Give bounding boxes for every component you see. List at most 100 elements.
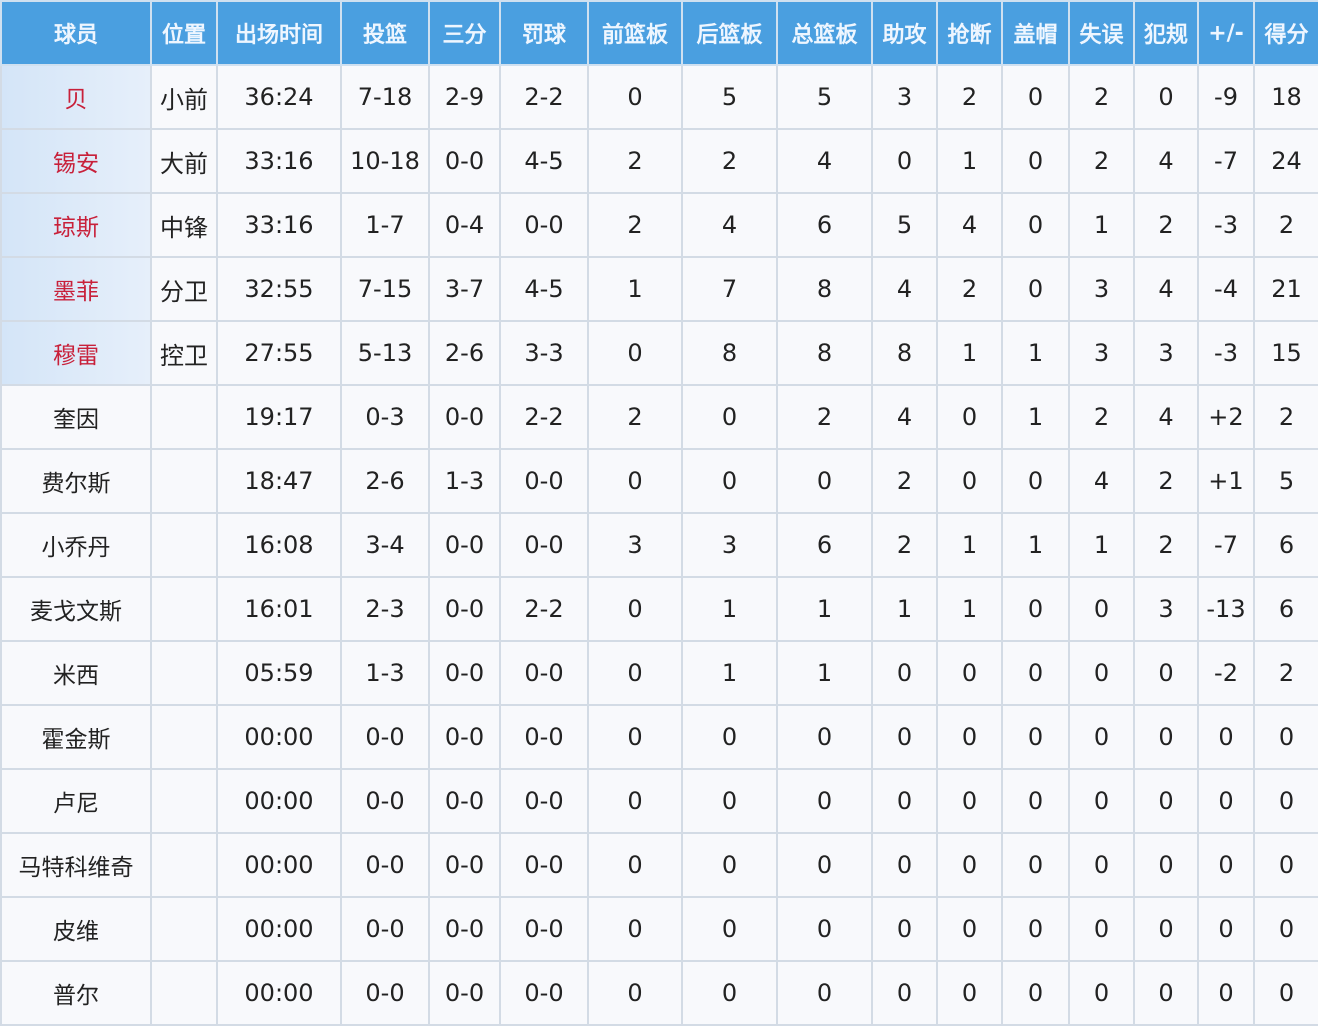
cell-assists: 0	[871, 832, 938, 898]
cell-steals: 0	[936, 960, 1003, 1026]
header-position[interactable]: 位置	[150, 0, 218, 66]
cell-position	[150, 448, 218, 514]
header-steals[interactable]: 抢断	[936, 0, 1003, 66]
cell-position: 大前	[150, 128, 218, 194]
cell-player: 麦戈文斯	[0, 576, 152, 642]
header-turnovers[interactable]: 失误	[1068, 0, 1135, 66]
cell-points: 2	[1253, 640, 1318, 706]
cell-steals: 0	[936, 704, 1003, 770]
cell-offensive-rebounds: 0	[587, 640, 683, 706]
cell-free-throws: 2-2	[499, 576, 589, 642]
cell-field-goals: 0-0	[340, 768, 430, 834]
table-row: 小乔丹 16:08 3-4 0-0 0-0 3 3 6 2 1 1 1 2 -7 6	[0, 512, 1318, 578]
cell-free-throws: 0-0	[499, 640, 589, 706]
cell-position	[150, 768, 218, 834]
cell-minutes: 36:24	[216, 64, 342, 130]
cell-player: 霍金斯	[0, 704, 152, 770]
cell-assists: 0	[871, 704, 938, 770]
cell-field-goals: 2-6	[340, 448, 430, 514]
cell-blocks: 0	[1001, 448, 1070, 514]
cell-steals: 0	[936, 832, 1003, 898]
cell-three-pointers: 1-3	[428, 448, 501, 514]
header-assists[interactable]: 助攻	[871, 0, 938, 66]
cell-minutes: 19:17	[216, 384, 342, 450]
cell-minutes: 00:00	[216, 768, 342, 834]
cell-points: 6	[1253, 576, 1318, 642]
cell-field-goals: 0-0	[340, 960, 430, 1026]
cell-offensive-rebounds: 0	[587, 896, 683, 962]
header-points[interactable]: 得分	[1253, 0, 1318, 66]
cell-turnovers: 0	[1068, 832, 1135, 898]
header-three-pointers[interactable]: 三分	[428, 0, 501, 66]
cell-position: 控卫	[150, 320, 218, 386]
cell-defensive-rebounds: 0	[681, 448, 778, 514]
cell-blocks: 0	[1001, 576, 1070, 642]
cell-player: 费尔斯	[0, 448, 152, 514]
cell-points: 15	[1253, 320, 1318, 386]
cell-minutes: 33:16	[216, 192, 342, 258]
cell-blocks: 0	[1001, 768, 1070, 834]
header-field-goals[interactable]: 投篮	[340, 0, 430, 66]
header-blocks[interactable]: 盖帽	[1001, 0, 1070, 66]
cell-plus-minus: 0	[1197, 768, 1255, 834]
cell-player[interactable]: 贝	[0, 64, 152, 130]
header-free-throws[interactable]: 罚球	[499, 0, 589, 66]
cell-points: 0	[1253, 768, 1318, 834]
cell-player[interactable]: 穆雷	[0, 320, 152, 386]
cell-points: 21	[1253, 256, 1318, 322]
header-minutes[interactable]: 出场时间	[216, 0, 342, 66]
header-offensive-rebounds[interactable]: 前篮板	[587, 0, 683, 66]
cell-turnovers: 2	[1068, 384, 1135, 450]
cell-position	[150, 832, 218, 898]
cell-defensive-rebounds: 1	[681, 640, 778, 706]
cell-free-throws: 0-0	[499, 768, 589, 834]
cell-turnovers: 0	[1068, 640, 1135, 706]
cell-offensive-rebounds: 2	[587, 192, 683, 258]
cell-three-pointers: 2-6	[428, 320, 501, 386]
cell-fouls: 0	[1133, 960, 1199, 1026]
cell-position	[150, 960, 218, 1026]
cell-fouls: 0	[1133, 832, 1199, 898]
cell-offensive-rebounds: 1	[587, 256, 683, 322]
cell-offensive-rebounds: 0	[587, 448, 683, 514]
cell-points: 0	[1253, 832, 1318, 898]
cell-points: 24	[1253, 128, 1318, 194]
header-player[interactable]: 球员	[0, 0, 152, 66]
cell-steals: 1	[936, 512, 1003, 578]
cell-steals: 4	[936, 192, 1003, 258]
cell-free-throws: 0-0	[499, 448, 589, 514]
cell-three-pointers: 0-0	[428, 384, 501, 450]
header-fouls[interactable]: 犯规	[1133, 0, 1199, 66]
cell-position	[150, 704, 218, 770]
header-defensive-rebounds[interactable]: 后篮板	[681, 0, 778, 66]
cell-plus-minus: -13	[1197, 576, 1255, 642]
cell-defensive-rebounds: 0	[681, 832, 778, 898]
cell-player[interactable]: 墨菲	[0, 256, 152, 322]
header-plus-minus[interactable]: +/-	[1197, 0, 1255, 66]
cell-assists: 0	[871, 128, 938, 194]
cell-turnovers: 1	[1068, 512, 1135, 578]
header-total-rebounds[interactable]: 总篮板	[776, 0, 873, 66]
cell-position	[150, 384, 218, 450]
cell-blocks: 0	[1001, 640, 1070, 706]
cell-total-rebounds: 0	[776, 704, 873, 770]
cell-fouls: 3	[1133, 576, 1199, 642]
cell-minutes: 00:00	[216, 832, 342, 898]
cell-assists: 4	[871, 384, 938, 450]
cell-player[interactable]: 琼斯	[0, 192, 152, 258]
cell-total-rebounds: 6	[776, 192, 873, 258]
cell-minutes: 33:16	[216, 128, 342, 194]
cell-points: 0	[1253, 704, 1318, 770]
cell-assists: 8	[871, 320, 938, 386]
cell-total-rebounds: 1	[776, 576, 873, 642]
cell-defensive-rebounds: 0	[681, 768, 778, 834]
cell-points: 0	[1253, 960, 1318, 1026]
cell-defensive-rebounds: 0	[681, 960, 778, 1026]
cell-player[interactable]: 锡安	[0, 128, 152, 194]
cell-points: 18	[1253, 64, 1318, 130]
cell-blocks: 1	[1001, 512, 1070, 578]
cell-steals: 1	[936, 576, 1003, 642]
cell-points: 2	[1253, 384, 1318, 450]
cell-fouls: 4	[1133, 384, 1199, 450]
cell-field-goals: 7-15	[340, 256, 430, 322]
